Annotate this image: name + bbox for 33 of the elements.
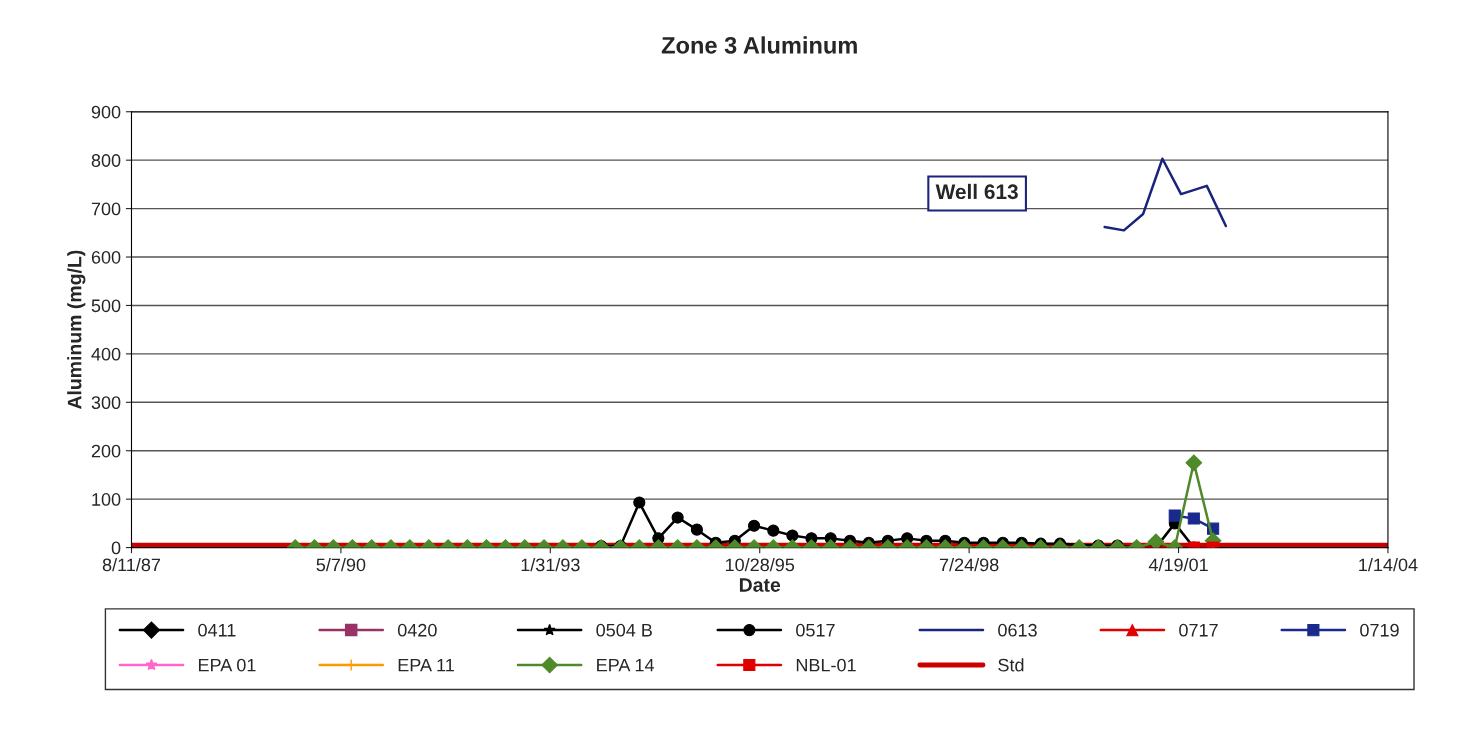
- x-tick-label: 5/7/90: [316, 557, 366, 572]
- x-tick-label: 4/19/01: [1148, 557, 1208, 572]
- legend-label: 0504 B: [596, 623, 652, 637]
- legend-label: EPA 11: [398, 658, 454, 672]
- legend-label: 0719: [1360, 623, 1399, 637]
- x-axis-title: Date: [739, 578, 781, 592]
- x-tick-label: 10/28/95: [725, 557, 795, 572]
- y-tick-label: 500: [91, 299, 121, 313]
- x-tick-label: 7/24/98: [939, 557, 999, 572]
- x-tick-label: 1/14/04: [1359, 557, 1418, 572]
- x-tick-label: 8/11/87: [102, 557, 161, 572]
- legend-label: EPA 14: [597, 658, 655, 672]
- x-tick-label: 1/31/93: [521, 557, 580, 572]
- legend-label: EPA 01: [198, 658, 256, 672]
- y-tick-label: 100: [92, 493, 121, 506]
- legend-label: 0411: [198, 623, 236, 637]
- y-axis-title: Aluminum (mg/L): [67, 250, 86, 410]
- legend-label: 0717: [1179, 623, 1218, 637]
- legend-label: 0420: [397, 623, 437, 637]
- y-tick-label: 900: [91, 105, 121, 119]
- y-tick-label: 0: [111, 541, 121, 555]
- annotation: Well 613: [935, 183, 1018, 200]
- legend-label: NBL-01: [796, 658, 856, 672]
- y-tick-label: 600: [91, 250, 121, 264]
- legend-label: 0517: [796, 623, 835, 637]
- y-tick-label: 300: [91, 396, 121, 410]
- y-tick-label: 800: [91, 154, 121, 167]
- y-tick-label: 700: [91, 202, 121, 216]
- y-tick-label: 400: [91, 347, 121, 361]
- legend-label: 0613: [998, 623, 1037, 637]
- chart-title: Zone 3 Aluminum: [661, 36, 857, 54]
- y-tick-label: 200: [91, 444, 121, 458]
- legend-label: Std: [998, 658, 1024, 672]
